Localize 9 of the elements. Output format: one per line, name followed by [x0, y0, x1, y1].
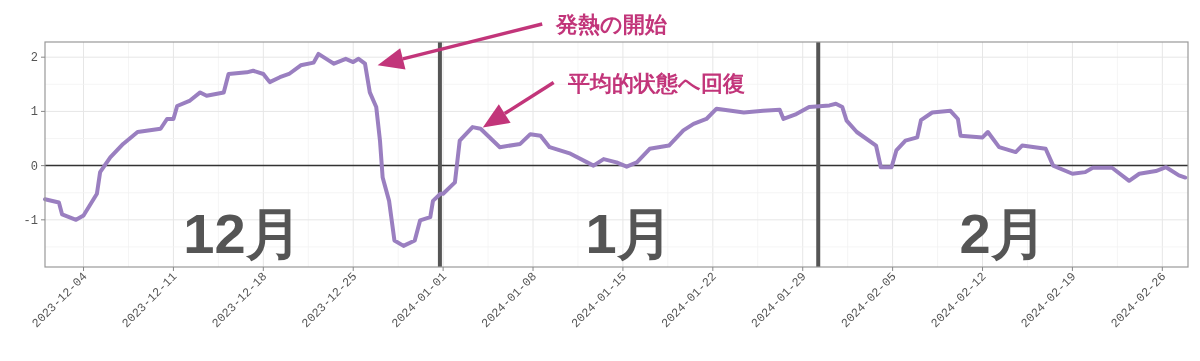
- annotation: 1月: [585, 202, 673, 265]
- y-tick-label: 1: [30, 105, 38, 120]
- text: 発熱の開始: [555, 12, 668, 37]
- y-tick-label: 0: [30, 159, 38, 174]
- annotation: 平均的状態へ回復: [566, 70, 745, 96]
- y-tick-label: 2: [30, 51, 38, 66]
- annotation: 2月: [959, 202, 1047, 265]
- annotation: 12月: [183, 202, 302, 265]
- y-tick-label: -1: [23, 213, 38, 228]
